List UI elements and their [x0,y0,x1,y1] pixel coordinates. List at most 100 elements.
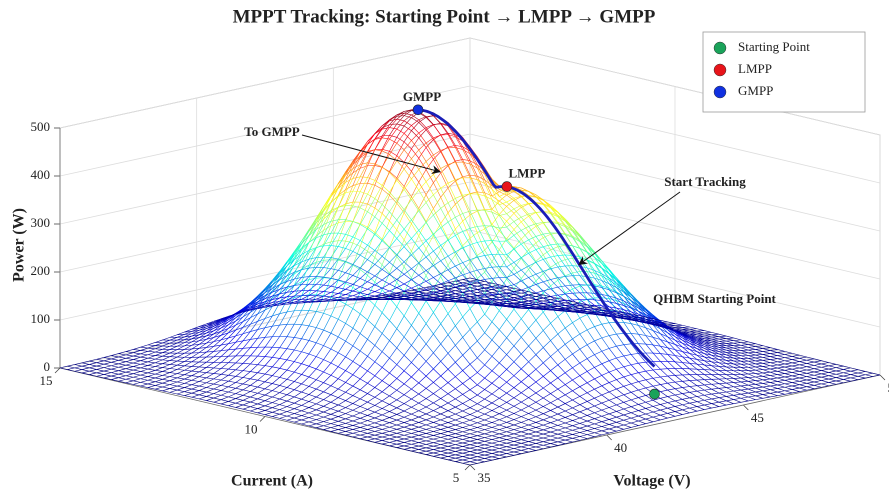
mesh-line [419,448,426,450]
mesh-line [507,417,514,420]
mesh-line [419,429,426,431]
mesh-line [433,443,440,445]
mesh-line [485,430,492,432]
mesh-line [477,420,484,423]
mesh-line [646,419,653,422]
mesh-line [507,449,514,451]
mesh-line [609,348,616,358]
mesh-line [734,343,741,344]
mesh-line [375,388,382,392]
mesh-line [485,407,492,410]
mesh-line [514,450,521,452]
mesh-line [463,432,470,434]
mesh-line [521,406,528,410]
mesh-line [404,395,411,399]
mesh-line [551,365,558,371]
mesh-line [573,434,580,436]
mesh-line [594,419,601,422]
mesh-line [426,443,433,445]
mesh-line [573,400,580,405]
mesh-line [346,401,353,404]
mesh-line [389,348,396,358]
mesh-line [587,315,594,327]
mesh-line [111,369,118,371]
mesh-line [426,446,433,448]
mesh-line [704,384,711,385]
mesh-line [397,355,404,364]
mesh-line [682,410,689,413]
mesh-line [426,444,433,446]
mesh-line [558,385,565,390]
mesh-line [543,394,550,398]
mesh-line [609,389,616,392]
mesh-line [543,403,550,407]
mesh-line [309,422,316,424]
mesh-line [294,420,301,422]
mesh-line [521,438,528,440]
mesh-line [448,326,455,335]
mesh-line [265,374,272,376]
mesh-line [221,392,228,395]
mesh-line [778,361,785,362]
mesh-line [492,403,499,407]
mesh-line [214,398,221,400]
mesh-line [799,367,806,368]
mesh-line [294,397,301,399]
mesh-line [536,434,543,436]
mesh-line [558,434,565,436]
mesh-line [668,382,675,383]
mesh-line [770,381,777,382]
mesh-line [507,328,514,338]
mesh-line [543,341,550,348]
mesh-line [616,358,623,367]
mesh-line [184,376,191,379]
mesh-line [507,447,514,449]
mesh-line [653,370,660,377]
mesh-line [258,382,265,387]
mesh-line [448,411,455,414]
mesh-line [543,440,550,442]
mesh-line [499,440,506,442]
mesh-line [426,334,433,344]
mesh-line [485,441,492,443]
mesh-line [514,422,521,425]
mesh-line [433,394,440,399]
mesh-line [492,330,499,340]
mesh-line [199,372,206,373]
mesh-line [851,370,858,372]
mesh-line [382,412,389,415]
mesh-line [82,370,89,372]
mesh-line [507,393,514,398]
mesh-line [763,372,770,373]
mesh-line [580,426,587,428]
mesh-line [353,334,360,346]
mesh-line [228,392,235,394]
mesh-line [514,309,521,319]
mesh-line [389,441,396,443]
mesh-line [594,338,601,341]
mesh-line [316,392,323,397]
mesh-line [375,423,382,425]
mesh-line [785,391,792,393]
mesh-line [389,435,396,437]
mesh-line [624,377,631,384]
mesh-line [287,360,294,362]
mesh-line [214,380,221,384]
mesh-line [551,438,558,440]
mesh-line [485,403,492,407]
mesh-line [192,366,199,367]
mesh-line [346,396,353,401]
mesh-line [155,363,162,364]
mesh-line [455,446,462,448]
mesh-line [682,399,689,403]
mesh-line [602,323,609,324]
mesh-line [419,403,426,407]
mesh-line [492,453,499,455]
mesh-line [521,417,528,420]
mesh-line [455,451,462,453]
mesh-line [499,414,506,417]
mesh-line [660,329,667,333]
mesh-line [148,365,155,366]
mesh-line [587,421,594,424]
mesh-line [492,356,499,363]
